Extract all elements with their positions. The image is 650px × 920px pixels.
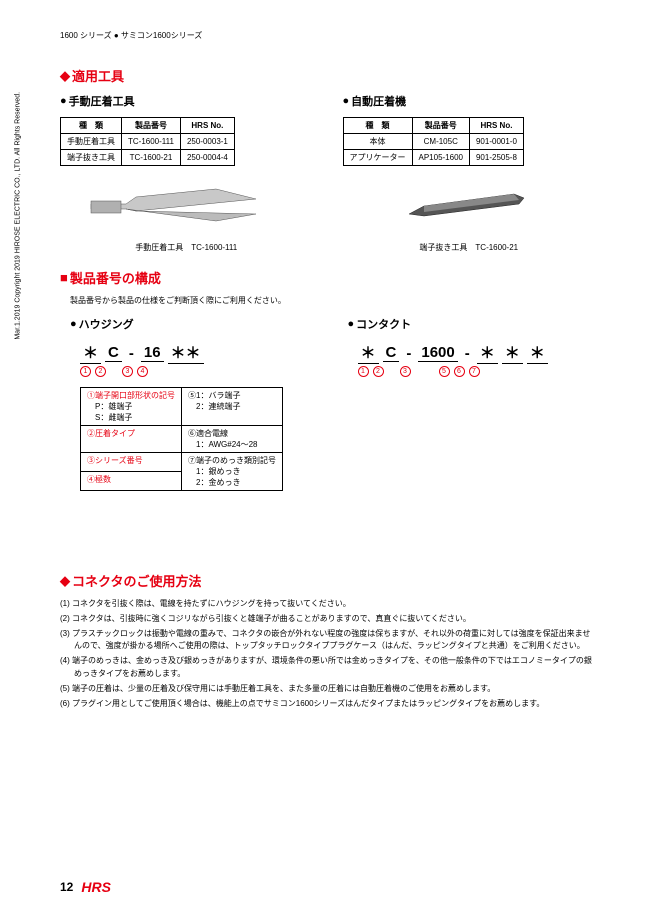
page-number: 12 bbox=[60, 880, 73, 894]
hrs-logo: HRS bbox=[81, 879, 111, 895]
square-icon: ■ bbox=[60, 270, 68, 285]
extract-tool-image bbox=[343, 176, 596, 236]
dot-icon: ● bbox=[60, 95, 67, 107]
section-tools-title: ◆適用工具 bbox=[60, 66, 595, 85]
dot-icon: ● bbox=[348, 318, 355, 330]
auto-tool-title: ●自動圧着機 bbox=[343, 93, 596, 109]
diamond-icon: ◆ bbox=[60, 573, 70, 589]
usage-list: (1) コネクタを引抜く際は、電線を持たずにハウジングを持って抜いてください。 … bbox=[60, 598, 595, 710]
extract-tool-caption: 端子抜き工具 TC-1600-21 bbox=[343, 242, 596, 253]
usage-title: ◆コネクタのご使用方法 bbox=[60, 571, 595, 590]
housing-title: ●ハウジング bbox=[70, 316, 318, 332]
contact-partnum: ＊C-1600-＊＊＊ bbox=[358, 342, 596, 364]
manual-tool-table: 種 類製品番号HRS No. 手動圧着工具TC-1600-111250-0003… bbox=[60, 117, 235, 166]
crimp-tool-image bbox=[60, 176, 313, 236]
housing-circles: 1234 bbox=[80, 366, 318, 377]
page-header: 1600 シリーズ ● サミコン1600シリーズ bbox=[60, 30, 595, 41]
diamond-icon: ◆ bbox=[60, 68, 70, 84]
dot-icon: ● bbox=[70, 318, 77, 330]
partnum-sub: 製品番号から製品の仕様をご判断頂く際にご利用ください。 bbox=[70, 295, 595, 306]
legend-table: ①端子開口部形状の記号 P：雄端子 S：雌端子 ⑤1：バラ端子 2：連続端子 ②… bbox=[80, 387, 283, 491]
manual-tool-title: ●手動圧着工具 bbox=[60, 93, 313, 109]
contact-title: ●コンタクト bbox=[348, 316, 596, 332]
auto-tool-table: 種 類製品番号HRS No. 本体CM-105C901-0001-0 アプリケー… bbox=[343, 117, 524, 166]
crimp-tool-caption: 手動圧着工具 TC-1600-111 bbox=[60, 242, 313, 253]
partnum-title: ■製品番号の構成 bbox=[60, 268, 595, 287]
dot-icon: ● bbox=[343, 95, 350, 107]
footer: 12 HRS bbox=[60, 879, 111, 895]
contact-circles: 123567 bbox=[358, 366, 596, 377]
housing-partnum: ＊C-16＊＊ bbox=[80, 342, 318, 364]
